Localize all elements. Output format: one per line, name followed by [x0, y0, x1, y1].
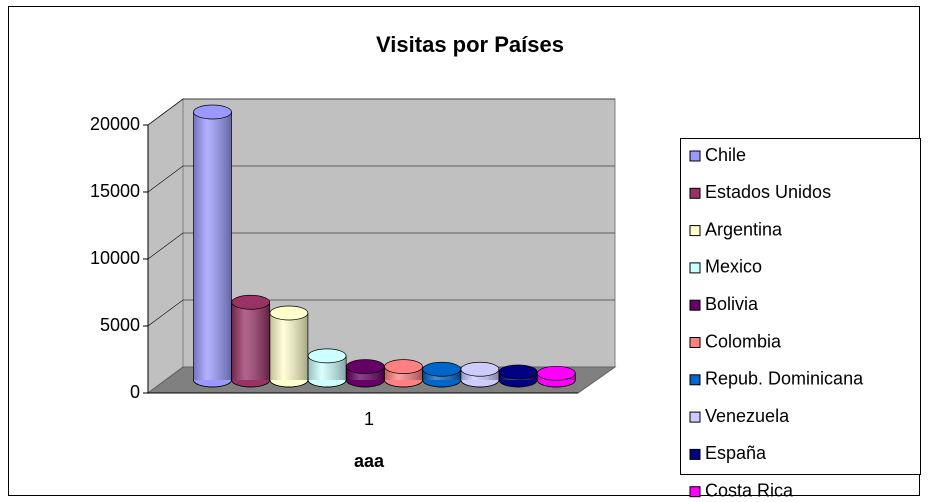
legend-label: Bolivia [705, 294, 759, 314]
y-tick-label: 10000 [90, 248, 140, 268]
cylinder-outline [231, 302, 271, 388]
cylinder-outline [536, 373, 576, 388]
cylinder-shade [269, 313, 308, 380]
y-tick-label: 5000 [100, 315, 140, 335]
grid-line [147, 165, 615, 193]
cylinder-top [193, 104, 232, 120]
legend-swatch [689, 225, 701, 237]
legend-label: España [705, 443, 767, 463]
legend-swatch [689, 187, 701, 199]
legend-swatch [689, 374, 701, 386]
cylinder-top [460, 361, 500, 377]
cylinder-top [384, 359, 423, 374]
chart-title: Visitas por Países [376, 32, 564, 57]
legend-swatch [689, 262, 701, 274]
legend-label: Estados Unidos [705, 182, 831, 202]
cylinder-top [345, 359, 385, 374]
grid-line [147, 232, 615, 260]
y-tick-label: 15000 [90, 181, 140, 201]
cylinder-shade [231, 302, 270, 380]
cylinder-top [536, 365, 576, 381]
legend-swatch [689, 150, 701, 162]
grid-line [147, 299, 615, 327]
cylinder-top [422, 361, 462, 377]
legend-box [680, 138, 921, 475]
legend-label: Mexico [705, 257, 762, 277]
cylinder-outline [345, 366, 385, 388]
legend-label: Colombia [705, 331, 782, 351]
legend-label: Chile [705, 145, 746, 165]
x-tick-label: 1 [364, 409, 374, 429]
legend-swatch [689, 337, 701, 348]
legend-label: Venezuela [705, 406, 790, 426]
cylinder-outline [269, 313, 309, 388]
x-axis-title: aaa [354, 451, 385, 471]
cylinder-outline [498, 371, 538, 388]
cylinder-shade [193, 112, 232, 380]
cylinder-top [307, 348, 347, 364]
legend-swatch [689, 448, 701, 460]
legend-swatch [689, 486, 701, 498]
cylinder-outline [384, 366, 423, 388]
y-tick-label: 20000 [90, 114, 140, 134]
legend-label: Argentina [705, 219, 783, 239]
grid-line [147, 98, 615, 126]
cylinder-outline [422, 369, 462, 388]
cylinder-outline [307, 355, 347, 388]
cylinder-top [231, 294, 271, 310]
cylinder-outline [193, 112, 232, 388]
y-tick-label: 0 [130, 382, 140, 402]
legend-label: Repub. Dominicana [705, 369, 864, 389]
legend-label: Costa Rica [705, 480, 794, 500]
cylinder-outline [460, 369, 500, 388]
legend-swatch [689, 411, 701, 423]
cylinder-top [269, 305, 309, 321]
cylinder-top [498, 364, 538, 380]
legend-swatch [689, 299, 701, 311]
